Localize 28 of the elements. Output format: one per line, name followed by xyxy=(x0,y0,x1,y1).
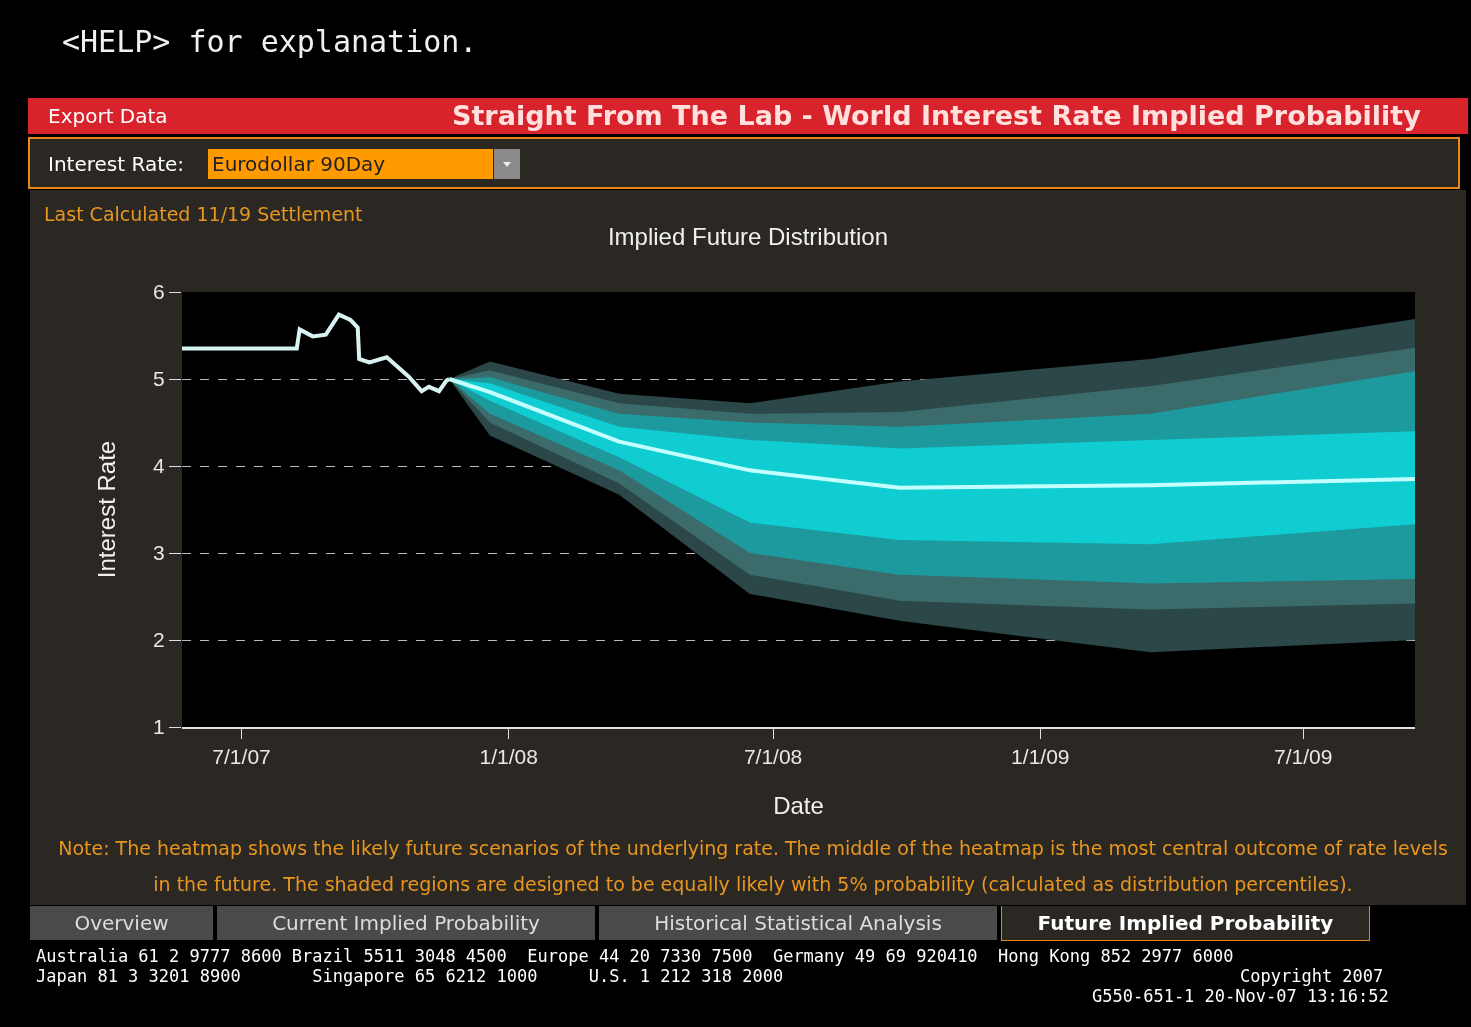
text: Overview xyxy=(30,906,213,940)
x-tick-label: 1/1/09 xyxy=(1011,745,1070,769)
x-axis-title: Date xyxy=(773,792,824,819)
y-tick-label: 4 xyxy=(153,454,166,478)
text: Japan 81 3 3201 8900 Singapore 65 6212 1000 U.S. 1 212 318 2000 xyxy=(36,966,784,986)
text: Copyright 2007 xyxy=(1240,966,1384,986)
text: Current Implied Probability xyxy=(217,906,595,940)
y-axis-title: Interest Rate xyxy=(93,440,121,579)
chart-subtitle: Straight From The Lab - World Interest Rate Implied Probability xyxy=(452,100,1421,131)
text: G550-651-1 20-Nov-07 13:16:52 xyxy=(1092,986,1389,1006)
text: Interest Rate: xyxy=(48,152,185,176)
text: Last Calculated 11/19 Settlement xyxy=(44,203,363,225)
text: <HELP> for explanation. xyxy=(62,24,478,59)
text: Eurodollar 90Day xyxy=(208,149,493,179)
text: Historical Statistical Analysis xyxy=(599,906,997,940)
y-tick-label: 1 xyxy=(153,715,165,739)
x-tick-label: 7/1/07 xyxy=(212,745,271,769)
x-tick-label: 1/1/08 xyxy=(479,745,538,769)
y-tick-label: 5 xyxy=(153,367,165,391)
x-tick-label: 7/1/09 xyxy=(1273,745,1333,769)
y-tick-label: 2 xyxy=(153,628,165,652)
y-tick-label: 6 xyxy=(153,280,165,304)
text: Australia 61 2 9777 8600 Brazil 5511 3048 4500 Europe 44 20 7330 7500 Germany 49 69 920410 Hong Kong 852 2977 6000 xyxy=(36,946,1234,966)
text: Note: The heatmap shows the likely future scenarios of the underlying rate. The middle of the heatmap is the most central outcome of rate levels in the future. The shaded regions are designed to be equally likely with 5% probability (calculated as distribution percentiles). xyxy=(58,836,1448,897)
chart-title: Implied Future Distribution xyxy=(607,223,889,250)
y-tick-label: 3 xyxy=(153,541,165,565)
x-tick-label: 7/1/08 xyxy=(743,745,803,769)
text: Export Data xyxy=(48,104,168,128)
